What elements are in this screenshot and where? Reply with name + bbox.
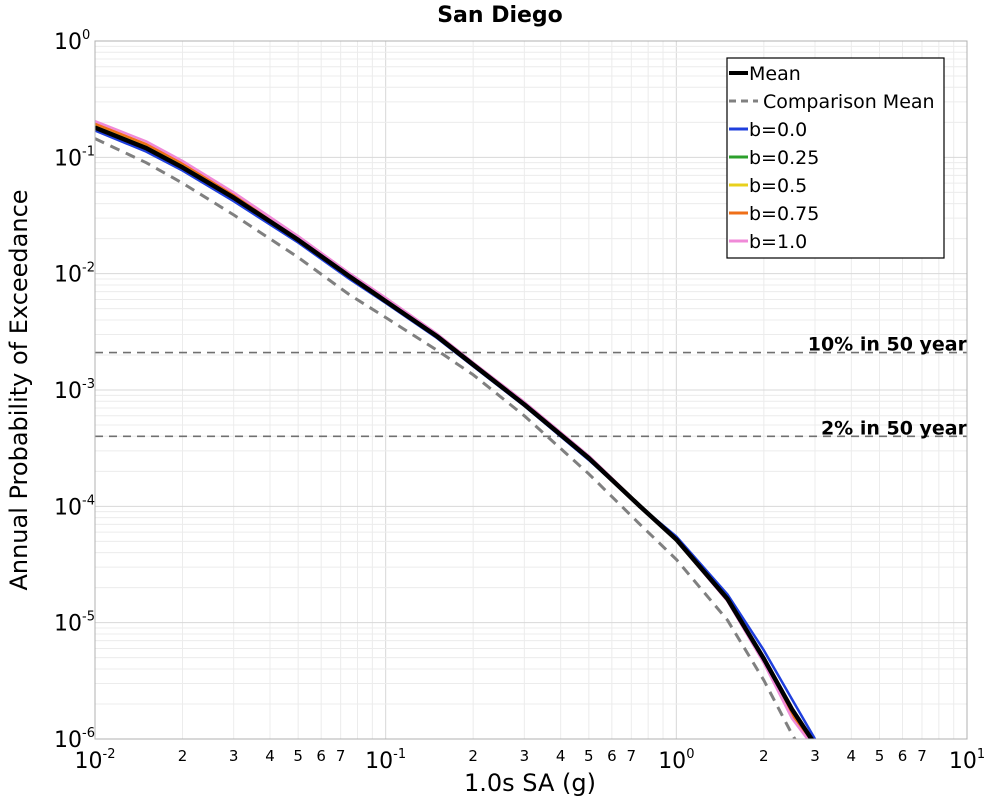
series-lines (95, 119, 817, 739)
x-axis-label: 1.0s SA (g) (464, 769, 596, 797)
y-tick-label: 10-2 (54, 261, 95, 288)
x-minor-tick-label: 6 (607, 747, 617, 765)
x-minor-tick-label: 5 (584, 747, 594, 765)
x-tick-label: 10-2 (75, 747, 116, 774)
x-minor-tick-label: 2 (468, 747, 478, 765)
x-minor-tick-label: 3 (810, 747, 820, 765)
legend-box (726, 57, 945, 259)
legend-label: b=0.5 (749, 175, 807, 197)
y-tick-label: 10-4 (54, 493, 95, 520)
y-tick-label: 10-5 (54, 610, 95, 637)
y-tick-label: 10-1 (54, 144, 95, 171)
x-minor-tick-label: 3 (229, 747, 239, 765)
reference-hline-label: 10% in 50 year (808, 334, 968, 356)
x-minor-tick-label: 7 (917, 747, 927, 765)
y-tick-label: 10-6 (54, 726, 95, 753)
series-line-mean (95, 125, 815, 739)
x-minor-tick-label: 5 (293, 747, 303, 765)
legend: Mean Comparison Mean b=0.0 b=0.25 b=0.5 b=0.7… (726, 57, 945, 259)
x-tick-label: 100 (658, 747, 694, 774)
x-minor-tick-label: 2 (759, 747, 769, 765)
y-axis-label: Annual Probability of Exceedance (5, 189, 33, 590)
legend-label: b=1.0 (749, 231, 807, 253)
x-minor-tick-label: 4 (556, 747, 566, 765)
reference-hline-label: 2% in 50 year (821, 417, 968, 439)
x-minor-tick-label: 4 (847, 747, 857, 765)
y-tick-label: 100 (54, 28, 90, 55)
y-tick-label: 10-3 (54, 377, 95, 404)
x-tick-label: 101 (949, 747, 985, 774)
legend-label: b=0.75 (749, 203, 819, 225)
series-line-comparison-mean (95, 137, 797, 739)
legend-label: b=0.25 (749, 147, 819, 169)
grid (94, 41, 967, 740)
x-minor-tick-label: 5 (875, 747, 885, 765)
x-minor-tick-label: 6 (316, 747, 326, 765)
x-minor-tick-label: 2 (178, 747, 188, 765)
legend-label: b=0.0 (749, 119, 807, 141)
plot-frame (94, 40, 968, 740)
x-tick-label: 10-1 (365, 747, 406, 774)
x-minor-tick-label: 4 (265, 747, 275, 765)
x-minor-tick-label: 7 (627, 747, 637, 765)
x-minor-tick-label: 6 (898, 747, 908, 765)
x-minor-tick-label: 3 (520, 747, 530, 765)
x-minor-tick-label: 7 (336, 747, 346, 765)
chart-title: San Diego (437, 3, 563, 28)
reference-lines: 10% in 50 year 2% in 50 year (95, 334, 968, 439)
legend-label: Comparison Mean (763, 91, 935, 113)
legend-label: Mean (749, 63, 801, 85)
